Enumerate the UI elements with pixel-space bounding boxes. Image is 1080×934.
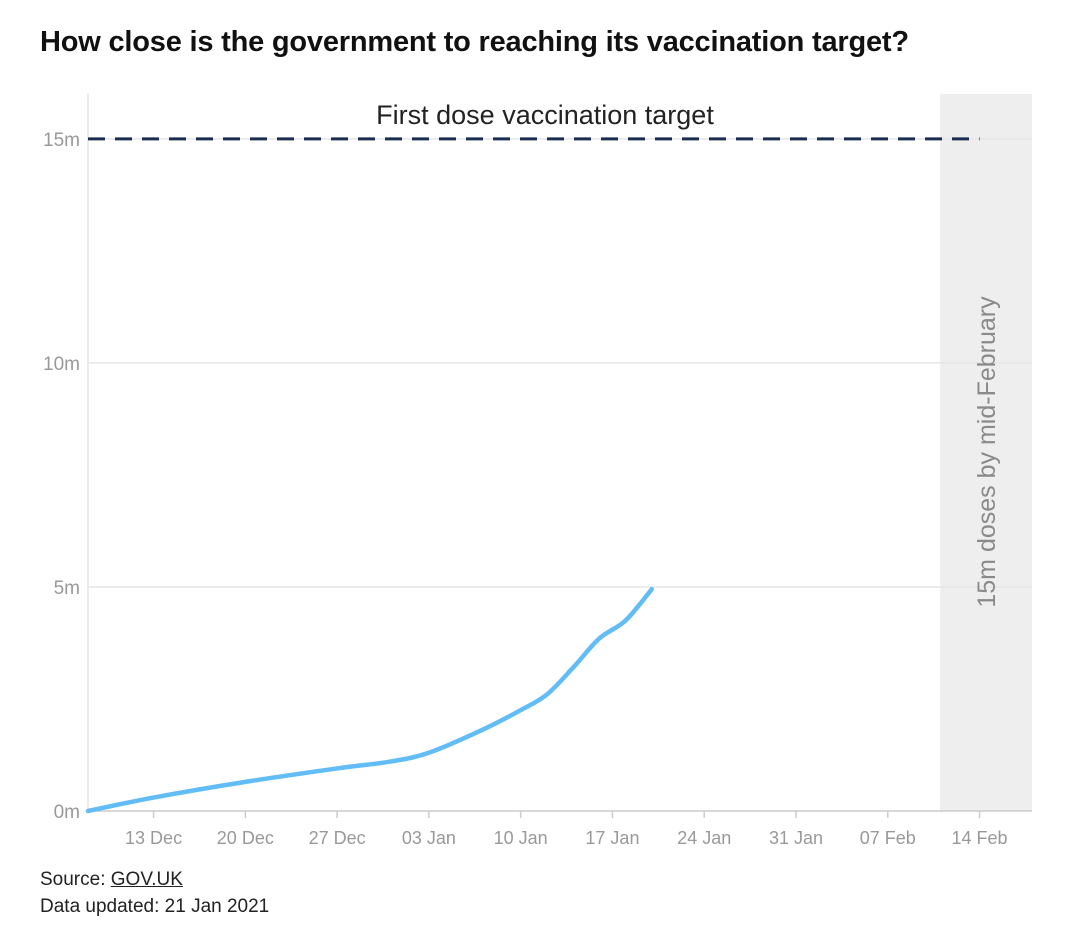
x-tick-label-5: 17 Jan	[585, 828, 639, 848]
source-line: Source: GOV.UK	[40, 866, 269, 893]
x-tick-label-3: 03 Jan	[402, 828, 456, 848]
x-tick-label-1: 20 Dec	[217, 828, 274, 848]
x-tick-label-9: 14 Feb	[952, 828, 1008, 848]
source-link[interactable]: GOV.UK	[110, 869, 183, 890]
vaccination-line-chart: 0m 5m 10m 15m 13 Dec 20 Dec 27 Dec 03 Jan 10 Jan…	[43, 94, 1032, 848]
x-tick-label-2: 27 Dec	[309, 828, 366, 848]
x-tick-label-7: 31 Jan	[769, 828, 823, 848]
y-tick-label-0: 0m	[54, 802, 80, 823]
series-line-0	[85, 586, 655, 814]
target-line-label: First dose vaccination target	[376, 100, 714, 130]
x-tick-label-8: 07 Feb	[860, 828, 916, 848]
shaded-region-label: 15m doses by mid-February	[973, 296, 1001, 608]
data-updated: Data updated: 21 Jan 2021	[40, 896, 270, 917]
y-tick-label-3: 15m	[43, 130, 80, 151]
x-tick-label-6: 24 Jan	[677, 828, 731, 848]
chart-title: How close is the government to reaching …	[40, 26, 909, 58]
shaded-region	[940, 94, 1032, 811]
y-tick-label-2: 10m	[43, 354, 80, 375]
chart-footer: Source: GOV.UK Data updated: 21 Jan 2021	[40, 866, 269, 920]
y-tick-label-1: 5m	[54, 578, 80, 599]
x-tick-label-0: 13 Dec	[125, 828, 182, 848]
x-tick-label-4: 10 Jan	[494, 828, 548, 848]
source-prefix: Source:	[40, 869, 111, 890]
